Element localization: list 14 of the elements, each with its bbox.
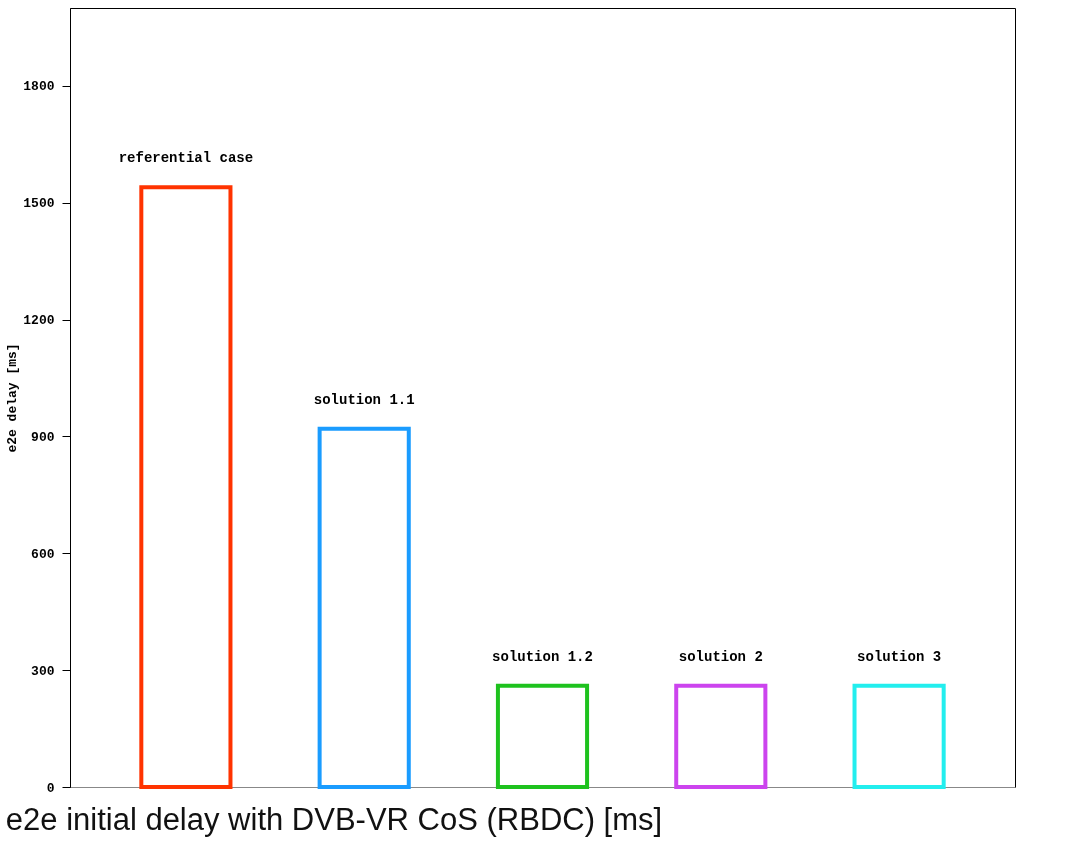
y-tick-label: 900 <box>31 429 55 445</box>
y-axis-title: e2e delay [ms] <box>5 343 21 453</box>
x-tick-label: solution 3 <box>857 648 942 665</box>
y-tick-label: 300 <box>31 663 55 679</box>
x-tick-label: solution 1.2 <box>492 648 593 665</box>
x-tick-label: solution 1.1 <box>313 391 415 408</box>
text: e2e initial delay with DVB-VR CoS (RBDC) [ms] <box>5 802 663 837</box>
y-tick-label: 1500 <box>23 196 55 212</box>
x-tick-label: solution 2 <box>678 648 763 665</box>
x-tick-label: referential case <box>118 150 254 167</box>
y-tick-label: 1800 <box>23 79 55 95</box>
y-tick-label: 0 <box>46 780 55 796</box>
y-tick-label: 1200 <box>23 313 55 329</box>
y-tick-label: 600 <box>31 546 55 562</box>
